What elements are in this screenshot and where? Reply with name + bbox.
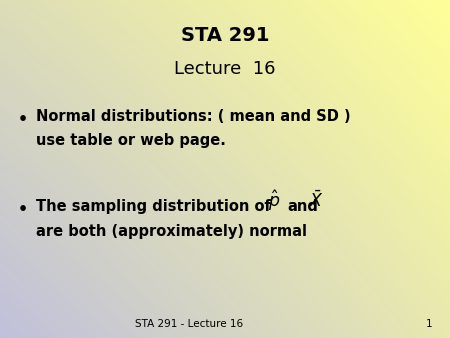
Text: STA 291 - Lecture 16: STA 291 - Lecture 16 [135,319,243,330]
Text: 1: 1 [425,319,432,330]
Text: $\bar{X}$: $\bar{X}$ [309,191,324,211]
Text: STA 291: STA 291 [181,26,269,45]
Text: and: and [287,199,318,214]
Text: The sampling distribution of: The sampling distribution of [36,199,271,214]
Text: Lecture  16: Lecture 16 [174,60,276,78]
Text: are both (approximately) normal: are both (approximately) normal [36,224,307,239]
Text: •: • [18,202,27,217]
Text: use table or web page.: use table or web page. [36,133,226,148]
Text: •: • [18,113,27,127]
Text: Normal distributions: ( mean and SD ): Normal distributions: ( mean and SD ) [36,109,351,124]
Text: $\hat{p}$: $\hat{p}$ [268,189,280,213]
